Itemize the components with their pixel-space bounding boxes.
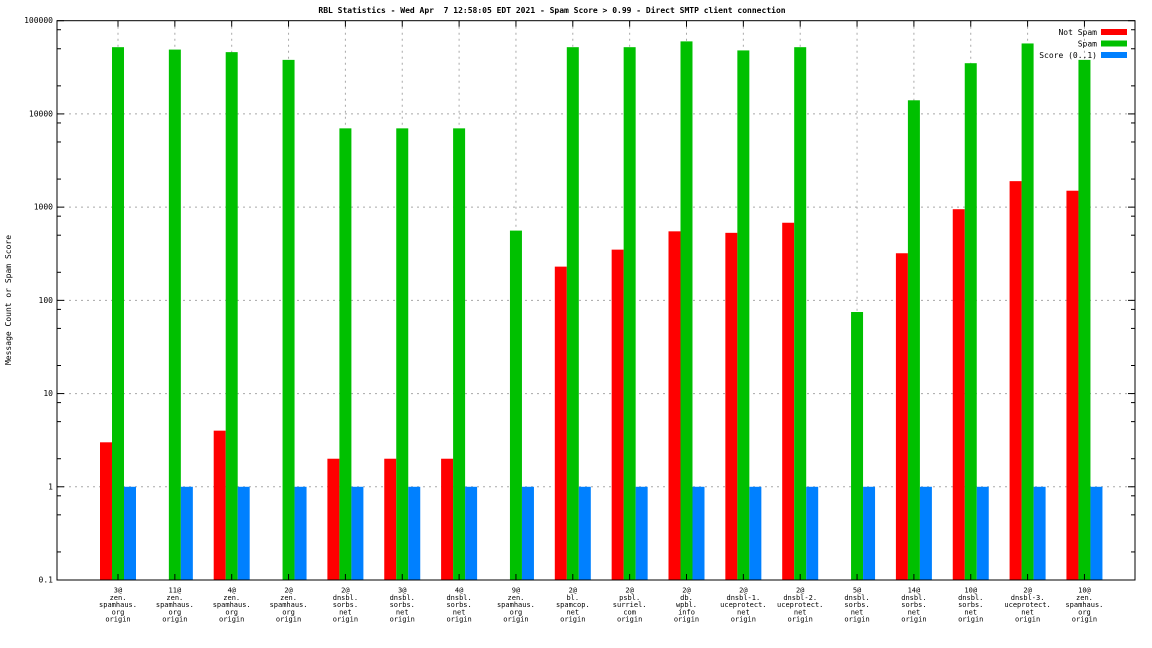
bar-spam [112, 47, 124, 581]
bar-spam [396, 128, 409, 580]
bar-spam [282, 59, 295, 581]
y-tick-label: 10000 [29, 109, 53, 118]
bar-spam [168, 49, 181, 581]
bar-score [749, 486, 762, 580]
bar-score [294, 486, 307, 580]
bar-spam [1078, 59, 1091, 581]
legend-swatch-not-spam [1101, 29, 1127, 35]
bar-not-spam [554, 266, 567, 580]
bar-not-spam [100, 442, 112, 580]
bar-not-spam [1066, 190, 1079, 580]
bar-score [124, 486, 136, 580]
x-axis-label: 3@ dnsbl. sorbs. net origin [390, 587, 415, 624]
bar-not-spam [1009, 181, 1022, 580]
legend-swatch-score [1101, 52, 1127, 58]
bar-not-spam [213, 430, 226, 580]
legend-label-not-spam: Not Spam [1058, 28, 1097, 37]
legend-label-score: Score (0..1) [1039, 51, 1097, 60]
bar-score [806, 486, 819, 580]
bar-score [976, 486, 989, 580]
bar-score [635, 486, 648, 580]
bar-score [919, 486, 932, 580]
bar-not-spam [668, 231, 681, 580]
x-axis-label: 5@ dnsbl. sorbs. net origin [844, 587, 869, 624]
bar-not-spam [441, 458, 454, 580]
bar-spam [453, 128, 466, 580]
y-axis-title: Message Count or Spam Score [4, 235, 13, 365]
legend-label-spam: Spam [1078, 40, 1097, 49]
bar-spam [907, 100, 920, 580]
bar-not-spam [782, 222, 795, 581]
x-axis-label: 4@ dnsbl. sorbs. net origin [446, 587, 471, 624]
x-axis-label: 3@ zen. spamhaus. org origin [99, 587, 137, 624]
x-axis-label: 9@ zen. spamhaus. org origin [497, 587, 535, 624]
x-axis-label: 4@ zen. spamhaus. org origin [213, 587, 251, 624]
x-axis-label: 2@ dnsbl-2. uceprotect. net origin [777, 587, 823, 624]
bar-spam [851, 311, 864, 580]
bar-not-spam [327, 458, 340, 580]
bar-score [521, 486, 534, 580]
bar-not-spam [725, 232, 738, 580]
y-tick-label: 100 [39, 296, 54, 305]
x-axis-label: 2@ zen. spamhaus. org origin [270, 587, 308, 624]
x-axis-label: 2@ dnsbl-3. uceprotect. net origin [1004, 587, 1050, 624]
bar-not-spam [895, 253, 908, 580]
x-axis-label: 2@ psbl. surriel. com origin [613, 587, 647, 624]
legend: Not Spam Spam Score (0..1) [1039, 28, 1127, 60]
legend-item-spam: Spam [1078, 40, 1127, 49]
y-tick-label: 1000 [34, 203, 53, 212]
legend-swatch-spam [1101, 40, 1127, 47]
y-axis-tick-labels: 100000 10000 1000 100 10 1 0.1 [24, 16, 53, 584]
bar-spam [623, 47, 636, 581]
y-tick-label: 0.1 [39, 576, 54, 585]
x-axis-label: 10@ zen. spamhaus. org origin [1065, 587, 1103, 624]
x-axis-label: 11@ zen. spamhaus. org origin [156, 587, 194, 624]
bar-spam [509, 230, 522, 581]
x-axis-label: 2@ db. wpbl. info origin [674, 587, 699, 624]
bar-spam [225, 52, 238, 580]
bar-not-spam [952, 209, 965, 580]
legend-item-not-spam: Not Spam [1058, 28, 1127, 37]
bar-score [237, 486, 250, 580]
bar-not-spam [384, 458, 397, 580]
bar-spam [1021, 43, 1034, 580]
y-tick-label: 100000 [24, 16, 53, 25]
bar-score [180, 486, 193, 580]
bar-spam [339, 128, 352, 580]
bar-score [1090, 486, 1103, 580]
bar-score [578, 486, 591, 580]
legend-item-score: Score (0..1) [1039, 51, 1127, 60]
bar-score [1033, 486, 1046, 580]
bar-spam [737, 50, 750, 580]
bar-not-spam [611, 249, 624, 580]
bars [100, 41, 1103, 581]
bar-spam [680, 41, 693, 580]
chart-title: RBL Statistics - Wed Apr 7 12:58:05 EDT … [318, 5, 785, 15]
bar-score [465, 486, 478, 580]
bar-score [863, 486, 876, 580]
x-axis-tick-labels: 3@ zen. spamhaus. org origin 11@ zen. spamhaus.… [99, 587, 1103, 624]
y-tick-label: 1 [48, 482, 53, 491]
bar-spam [566, 47, 579, 581]
bar-spam [964, 63, 977, 581]
bar-spam [794, 47, 807, 581]
x-axis-label: 2@ bl. spamcop. net origin [556, 587, 590, 624]
x-axis-label: 14@ dnsbl. sorbs. net origin [901, 587, 926, 624]
x-axis-label: 10@ dnsbl. sorbs. net origin [958, 587, 983, 624]
x-axis-label: 2@ dnsbl-1. uceprotect. net origin [720, 587, 766, 624]
y-tick-label: 10 [43, 389, 53, 398]
axis-ticks [57, 20, 1135, 581]
x-axis-label: 2@ dnsbl. sorbs. net origin [333, 587, 358, 624]
bar-score [351, 486, 364, 580]
bar-score [692, 486, 705, 580]
bar-score [408, 486, 421, 580]
